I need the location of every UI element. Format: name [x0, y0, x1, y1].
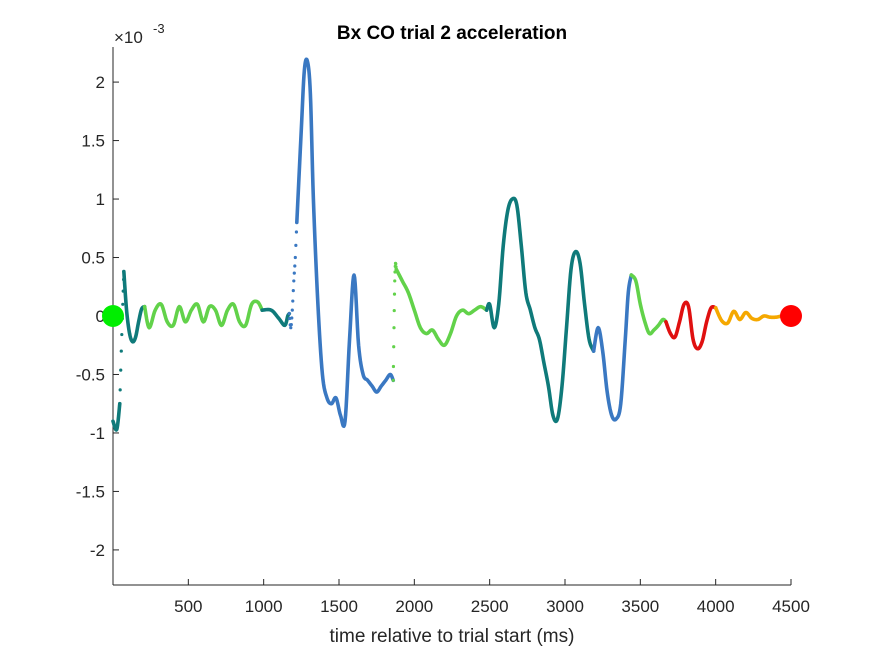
data-point	[292, 279, 296, 283]
series-seg5-dots	[287, 220, 299, 330]
series-seg3	[142, 299, 264, 330]
data-point	[291, 289, 295, 293]
data-point	[290, 308, 294, 312]
y-tick-label: 1	[96, 190, 105, 209]
data-point	[393, 279, 397, 283]
x-tick-label: 4000	[697, 597, 735, 616]
data-point	[119, 349, 123, 353]
y-tick-label: 2	[96, 73, 105, 92]
y-tick-label: -2	[90, 541, 105, 560]
plot-lines	[111, 57, 789, 432]
data-point	[391, 378, 395, 382]
x-tick-label: 3500	[621, 597, 659, 616]
y-exponent-label: ×10 -3	[114, 21, 165, 47]
y-tick-label: 0	[96, 307, 105, 326]
data-point	[121, 302, 125, 306]
data-point	[394, 262, 398, 266]
data-point	[293, 255, 297, 260]
data-point	[291, 299, 295, 303]
x-tick-label: 500	[174, 597, 202, 616]
x-tick-label: 2500	[471, 597, 509, 616]
series-seg10	[664, 300, 718, 351]
data-point	[287, 312, 291, 316]
y-tick-label: -0.5	[76, 365, 105, 384]
data-point	[118, 402, 122, 406]
data-point	[294, 230, 299, 234]
series-seg7	[484, 196, 596, 424]
data-point	[392, 292, 397, 296]
data-point	[294, 243, 298, 247]
series-seg8	[591, 273, 634, 422]
x-tick-label: 1000	[245, 597, 283, 616]
data-point	[289, 323, 293, 327]
series-seg6-dots	[391, 261, 398, 382]
series-seg5	[295, 57, 396, 429]
markers	[102, 305, 802, 327]
x-tick-label: 4500	[772, 597, 810, 616]
data-point	[290, 316, 294, 320]
data-point	[392, 326, 396, 330]
series-seg6	[394, 267, 489, 348]
data-point	[118, 388, 122, 392]
data-point	[292, 271, 296, 275]
y-tick-label: 1.5	[81, 132, 105, 151]
series-seg1	[111, 401, 122, 432]
y-exponent-base: ×10	[114, 28, 143, 47]
y-exponent-power: -3	[153, 21, 165, 36]
x-tick-label: 2000	[395, 597, 433, 616]
series-seg9	[629, 273, 668, 336]
y-tick-label: -1.5	[76, 482, 105, 501]
series-seg4	[260, 307, 292, 328]
end-marker	[780, 305, 802, 327]
x-tick-label: 1500	[320, 597, 358, 616]
y-tick-label: 0.5	[81, 249, 105, 268]
data-point	[392, 345, 396, 349]
data-point	[391, 364, 396, 369]
chart-title: Bx CO trial 2 acceleration	[337, 23, 567, 44]
data-point	[120, 332, 124, 337]
series-seg2	[122, 269, 147, 344]
series-seg11	[713, 306, 789, 326]
ticks: 500 1000 1500 2000 2500 3000 3500 4000 4500 -2 -1.…	[76, 73, 810, 616]
x-axis-label: time relative to trial start (ms)	[330, 626, 575, 647]
data-point	[293, 264, 297, 268]
data-point	[392, 308, 396, 313]
data-point	[119, 368, 123, 372]
data-point	[289, 326, 293, 330]
y-tick-label: -1	[90, 424, 105, 443]
x-tick-label: 3000	[546, 597, 584, 616]
start-marker	[102, 305, 124, 327]
